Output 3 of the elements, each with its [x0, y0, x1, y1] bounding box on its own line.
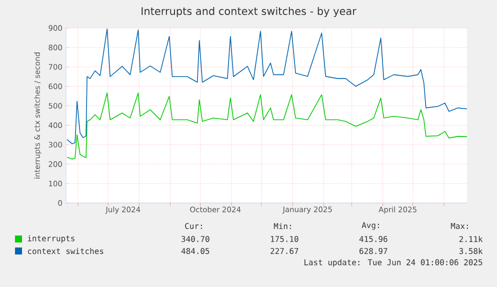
- chart-title: Interrupts and context switches - by year: [142, 6, 356, 18]
- line-series: [66, 92, 468, 160]
- line-series: [66, 28, 468, 144]
